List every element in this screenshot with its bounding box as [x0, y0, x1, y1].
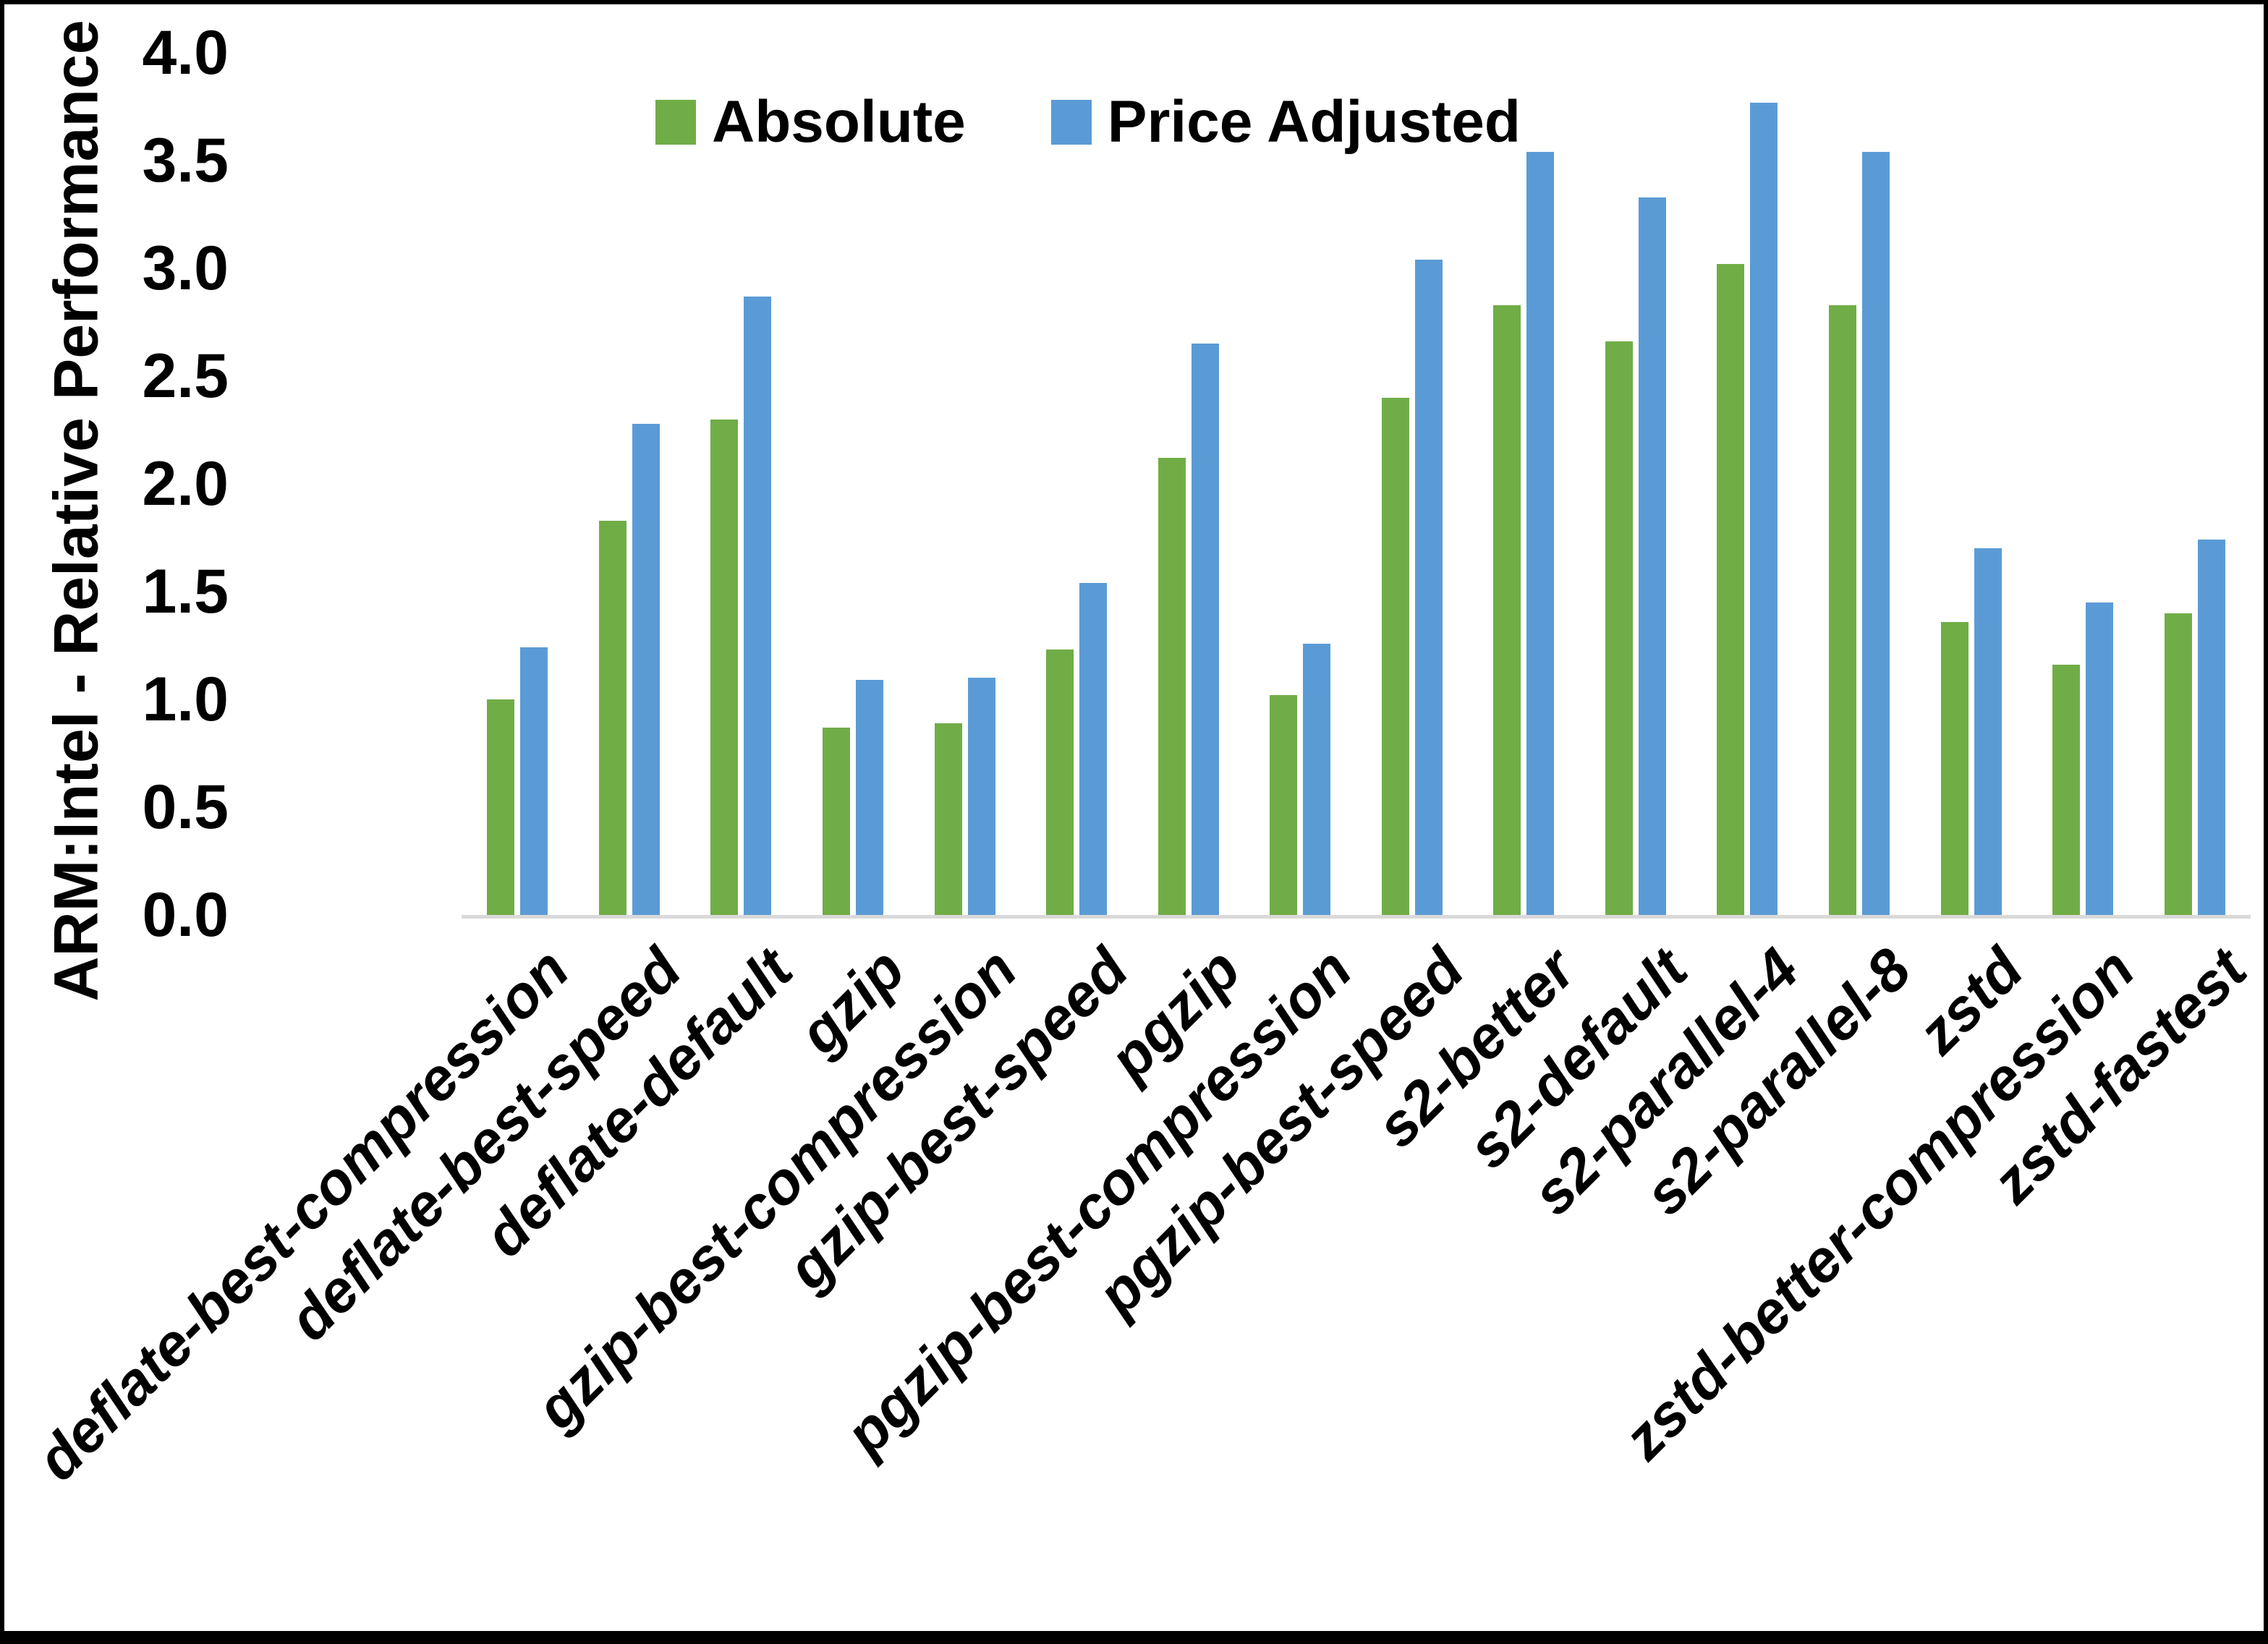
- y-tick-label: 4.0: [142, 18, 229, 88]
- y-tick-label: 1.5: [142, 557, 229, 626]
- bar-absolute: [2052, 665, 2081, 915]
- bar-price-adjusted: [632, 423, 660, 915]
- y-tick-label: 0.0: [142, 880, 229, 950]
- legend-label: Price Adjusted: [1107, 89, 1521, 155]
- bar-price-adjusted: [1862, 152, 1890, 915]
- bar-price-adjusted: [744, 296, 772, 915]
- bar-absolute: [1493, 304, 1521, 915]
- bar-group: [1468, 53, 1580, 915]
- bar-absolute: [1605, 341, 1633, 915]
- bar-price-adjusted: [1303, 643, 1331, 915]
- y-tick-label: 3.5: [142, 126, 229, 195]
- bar-price-adjusted: [1079, 583, 1108, 915]
- legend-entry: Absolute: [655, 93, 966, 152]
- bar-price-adjusted: [520, 647, 548, 915]
- x-axis-line: [462, 915, 2251, 919]
- bar-group: [2139, 53, 2251, 915]
- bar-group: [574, 53, 686, 915]
- bar-absolute: [1829, 304, 1857, 915]
- y-tick-label: 1.0: [142, 665, 229, 734]
- bar-group: [1691, 53, 1804, 915]
- legend-entry: Price Adjusted: [1050, 89, 1521, 155]
- bar-absolute: [598, 520, 627, 915]
- bar-absolute: [1940, 621, 1968, 915]
- bar-group: [909, 53, 1021, 915]
- y-tick-label: 2.5: [142, 341, 229, 411]
- bar-group: [1244, 53, 1356, 915]
- bar-absolute: [1717, 264, 1745, 915]
- bar-absolute: [822, 727, 850, 915]
- bar-absolute: [934, 723, 962, 915]
- bar-absolute: [1158, 458, 1186, 915]
- legend-label: Absolute: [712, 89, 966, 155]
- legend-swatch-icon: [1050, 100, 1092, 145]
- bar-price-adjusted: [1191, 344, 1219, 915]
- bar-price-adjusted: [2197, 540, 2225, 915]
- bar-absolute: [710, 419, 739, 915]
- y-tick-label: 0.5: [142, 772, 229, 842]
- bar-group: [1356, 53, 1469, 915]
- legend: Absolute Price Adjusted: [655, 93, 1521, 152]
- plot-area: [462, 53, 2251, 915]
- bar-price-adjusted: [2086, 602, 2114, 915]
- bar-group: [2027, 53, 2139, 915]
- y-tick-label: 2.0: [142, 449, 229, 519]
- y-tick-label: 3.0: [142, 234, 229, 303]
- bar-group: [1804, 53, 1916, 915]
- bar-group: [1580, 53, 1692, 915]
- bar-price-adjusted: [1526, 152, 1555, 915]
- bar-price-adjusted: [1974, 548, 2002, 915]
- bar-group: [685, 53, 797, 915]
- bar-price-adjusted: [1638, 197, 1666, 915]
- bar-group: [1132, 53, 1244, 915]
- bar-price-adjusted: [855, 680, 883, 915]
- bar-absolute: [1270, 695, 1298, 915]
- bar-price-adjusted: [967, 678, 995, 915]
- legend-swatch-icon: [655, 100, 696, 145]
- bar-absolute: [1046, 649, 1074, 915]
- bar-series-container: [462, 53, 2251, 915]
- bar-group: [1915, 53, 2027, 915]
- bar-group: [462, 53, 574, 915]
- bar-price-adjusted: [1414, 260, 1443, 915]
- bar-price-adjusted: [1750, 102, 1778, 915]
- bar-absolute: [2164, 613, 2192, 915]
- bar-group: [1021, 53, 1133, 915]
- bar-absolute: [1381, 397, 1409, 915]
- bar-group: [797, 53, 909, 915]
- bar-absolute: [487, 699, 515, 915]
